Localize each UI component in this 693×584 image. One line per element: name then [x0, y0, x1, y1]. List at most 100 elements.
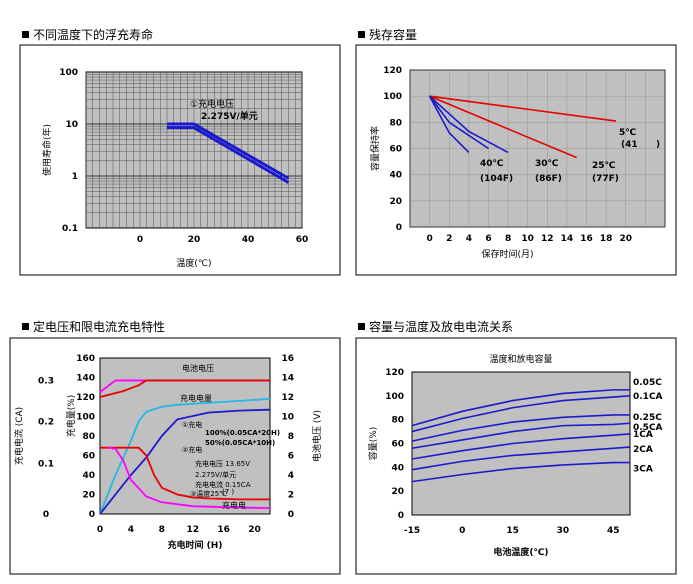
charge-y-left-tick: 100	[76, 413, 95, 423]
retention-x-tick: 0	[426, 234, 432, 244]
retention-x-tick: 18	[600, 234, 613, 244]
retention-x-tick: 10	[521, 234, 534, 244]
charge-plot-area	[99, 357, 271, 515]
float-life-y-tick: 1	[72, 172, 78, 182]
retention-series-line	[429, 95, 509, 154]
retention-series-line	[428, 95, 470, 153]
charge-annotation: 电池电压	[182, 363, 214, 373]
charge-y-left-label: 充电量(%)	[65, 395, 77, 438]
capacity-series-label: 2CA	[633, 445, 653, 455]
retention-y-tick: 0	[396, 223, 402, 233]
capacity-x-label: 电池温度(℃)	[493, 546, 548, 558]
charge-y-outer-tick: 0.2	[38, 417, 54, 427]
retention-y-tick: 20	[389, 197, 402, 207]
retention-frame	[355, 44, 677, 276]
charge-title: 定电压和限电流充电特性	[22, 318, 165, 335]
capacity-series-line	[411, 433, 631, 460]
charge-y-right-tick: 12	[281, 393, 294, 403]
retention-series-label: 30℃	[535, 159, 559, 169]
charge-y-left-tick: 20	[82, 491, 95, 501]
float-life-series-line	[167, 122, 290, 180]
charge-annotation: 充电电压 13.65V	[195, 459, 250, 468]
charge-series-line	[100, 446, 270, 501]
retention-series-tag: (77F)	[592, 174, 619, 184]
float-life-x-tick: 0	[137, 235, 143, 245]
capacity-series-label: 0.05C	[633, 378, 662, 388]
charge-annotation: 充电电	[222, 500, 246, 510]
retention-x-label: 保存时间(月)	[481, 248, 533, 260]
retention-series-line	[428, 95, 489, 150]
retention-series-line	[429, 95, 617, 122]
charge-y-left-tick: 140	[76, 374, 95, 384]
charge-y-left-tick: 80	[82, 432, 95, 442]
charge-y-outer-tick: 0	[43, 510, 49, 520]
charge-annotation: 充电电量	[180, 393, 212, 403]
charge-y-right-tick: 4	[288, 471, 294, 481]
retention-x-tick: 2	[446, 234, 452, 244]
capacity-x-tick: 30	[557, 526, 570, 536]
capacity-y-label: 容量(%)	[367, 427, 379, 461]
capacity-temp-frame	[355, 337, 677, 575]
charge-y-outer-tick: 0.1	[38, 459, 54, 469]
bullet-icon	[22, 323, 29, 330]
charge-series-line	[99, 408, 271, 515]
charge-y-left-tick: 160	[76, 354, 95, 364]
charge-series-line	[99, 379, 270, 398]
capacity-temp-title: 容量与温度及放电电流关系	[358, 318, 513, 335]
bullet-icon	[358, 31, 365, 38]
capacity-x-tick: 45	[607, 526, 620, 536]
bullet-icon	[22, 31, 29, 38]
retention-y-label: 容量保持率	[369, 126, 381, 171]
retention-x-tick: 16	[580, 234, 593, 244]
capacity-y-tick: 40	[391, 463, 404, 473]
capacity-y-tick: 100	[385, 392, 404, 402]
charge-x-tick: 0	[97, 525, 103, 535]
bullet-icon	[358, 323, 365, 330]
charge-y-outer-label: 充电电流 (CA)	[13, 407, 25, 465]
capacity-x-tick: 15	[506, 526, 519, 536]
retention-title: 残存容量	[358, 26, 417, 43]
capacity-series-label: 1CA	[633, 430, 653, 440]
retention-x-tick: 12	[541, 234, 554, 244]
capacity-series-label: 0.25C	[633, 413, 662, 423]
charge-y-right-tick: 16	[281, 354, 294, 364]
capacity-y-tick: 80	[391, 416, 404, 426]
charge-x-tick: 4	[128, 525, 134, 535]
retention-series-label: 25℃	[592, 161, 616, 171]
capacity-series-label: 0.5CA	[633, 423, 663, 433]
float-life-y-tick: 10	[65, 120, 78, 130]
charge-y-right-tick: 0	[288, 510, 294, 520]
capacity-series-line	[411, 414, 630, 442]
float-life-annotation: ①充电电压	[190, 98, 234, 110]
charge-x-tick: 16	[217, 525, 230, 535]
float-life-y-label: 使用寿命(年)	[41, 124, 53, 176]
capacity-y-tick: 120	[385, 368, 404, 378]
float-life-series-line	[167, 126, 290, 184]
capacity-y-tick: 20	[391, 487, 404, 497]
retention-series-tag: )	[656, 140, 660, 150]
capacity-y-tick: 0	[398, 511, 404, 521]
charge-x-label: 充电时间 (H)	[168, 539, 223, 551]
float-life-y-tick: 100	[59, 68, 78, 78]
charge-annotation: (7 )	[222, 488, 234, 496]
charge-y-right-label: 电池电压 (V)	[311, 410, 323, 462]
charge-series-line	[107, 446, 271, 510]
charge-series-line	[99, 398, 271, 515]
retention-y-tick: 60	[389, 145, 402, 155]
capacity-series-line	[411, 389, 630, 427]
charge-y-left-tick: 0	[89, 510, 95, 520]
capacity-x-tick: 0	[459, 526, 465, 536]
float-life-title: 不同温度下的浮充寿命	[22, 26, 153, 43]
retention-x-tick: 6	[485, 234, 491, 244]
capacity-subtitle: 温度和放电容量	[489, 353, 552, 365]
retention-y-tick: 120	[383, 66, 402, 76]
charge-annotation: 2.275V/单元	[195, 470, 236, 479]
float-life-x-tick: 20	[188, 235, 201, 245]
float-life-frame	[19, 44, 341, 276]
capacity-series-line	[411, 422, 631, 450]
float-life-annotation: 2.275V/单元	[201, 110, 258, 122]
charge-y-right-tick: 6	[288, 452, 294, 462]
capacity-series-line	[411, 446, 631, 471]
float-life-y-tick: 0.1	[62, 224, 78, 234]
capacity-series-label: 3CA	[633, 465, 653, 475]
